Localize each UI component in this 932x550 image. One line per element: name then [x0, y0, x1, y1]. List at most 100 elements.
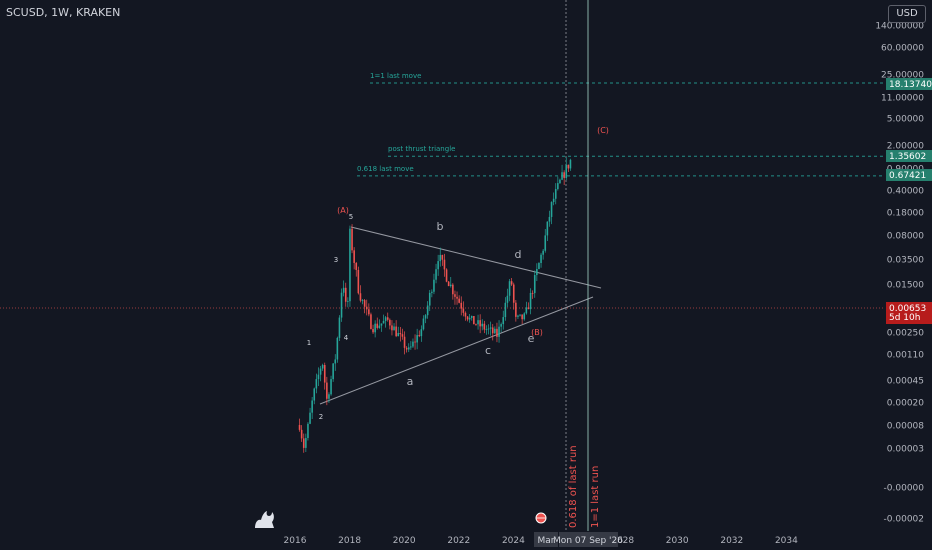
candle-body: [441, 254, 444, 260]
candle-body: [468, 317, 471, 320]
candle-body: [550, 202, 553, 217]
time-axis[interactable]: 2016 2018 2020 2022 2024 2028 2030 2032 2034 MarM…: [284, 512, 799, 547]
candle-body: [527, 307, 530, 310]
price-tick-label: 0.40000: [887, 187, 924, 197]
candle-body: [460, 302, 463, 309]
candle-body: [372, 328, 374, 333]
candle-body: [552, 198, 555, 203]
candle-body: [300, 429, 303, 439]
candle-body: [326, 382, 328, 399]
candle-body: [405, 347, 408, 350]
candle-body: [313, 388, 316, 401]
candle-body: [533, 275, 536, 294]
time-tick-label: 2024: [502, 536, 525, 546]
time-tick-label: 2022: [447, 536, 470, 546]
candle-body: [378, 325, 381, 328]
candle-body: [389, 319, 391, 326]
symbol-title[interactable]: SCUSD, 1W, KRAKEN: [6, 6, 121, 19]
candle-body: [470, 315, 473, 318]
candle-body: [443, 259, 446, 270]
candle-body: [437, 261, 439, 270]
wave-label: 3: [334, 256, 338, 264]
wave-label: e: [528, 332, 535, 345]
candle-body: [319, 368, 322, 375]
candle-body: [494, 328, 496, 334]
candle-body: [536, 268, 538, 276]
candle-body: [424, 315, 427, 319]
candle-body: [321, 365, 324, 369]
candle-body: [334, 359, 337, 364]
candle-body: [416, 335, 418, 343]
globe-icon[interactable]: [535, 512, 547, 524]
price-label-box: [886, 78, 932, 90]
candle-body: [519, 314, 521, 316]
candle-body: [315, 379, 318, 389]
price-tick-label: 60.00000: [881, 44, 924, 54]
candle-body: [449, 284, 452, 287]
candle-body: [391, 325, 393, 331]
candle-body: [561, 172, 563, 180]
candle-body: [410, 346, 412, 348]
candle-body: [376, 323, 379, 328]
wave-labels: 1 2 3 4 5(A) a b c d e(B) (C): [307, 126, 609, 421]
wave-label: 1: [307, 339, 311, 347]
candle-body: [428, 292, 431, 306]
candle-body: [510, 281, 513, 285]
time-tick-label: 2016: [284, 536, 307, 546]
price-label: 0.00653: [889, 304, 926, 314]
candle-body: [393, 326, 395, 331]
candle-body: [380, 323, 383, 326]
candle-body: [548, 216, 551, 222]
candle-body: [365, 306, 368, 310]
candle-body: [355, 262, 358, 270]
candle-body: [384, 317, 387, 321]
candle-body: [305, 438, 307, 448]
price-tick-label: 0.03500: [887, 256, 924, 266]
price-tick-label: -0.00002: [884, 515, 924, 525]
candle-body: [504, 302, 507, 318]
candle-body: [401, 334, 404, 337]
candle-body: [309, 412, 311, 424]
price-label: 1.35602: [889, 152, 926, 162]
level-label: 1=1 last move: [370, 72, 421, 80]
candle-body: [349, 228, 351, 302]
wave-label: (B): [531, 328, 543, 337]
time-line-label: 1=1 last run: [590, 466, 601, 528]
price-axis[interactable]: 140.00000 60.00000 25.00000 11.00000 5.00000…: [875, 22, 932, 525]
candle-body: [546, 221, 549, 236]
candle-body: [454, 294, 456, 297]
time-line-label: 0.618 of last run: [568, 445, 579, 528]
triangle-upper-line[interactable]: [350, 226, 602, 289]
candle-body: [353, 250, 355, 263]
candle-body: [529, 292, 532, 310]
price-tick-label: 0.00045: [887, 377, 924, 387]
price-label: 18.13740: [889, 80, 932, 90]
candle-body: [330, 379, 332, 395]
candle-body: [342, 287, 345, 293]
candle-body: [496, 328, 498, 337]
wave-label: 4: [344, 334, 349, 342]
candle-body: [439, 254, 442, 262]
candle-body: [370, 314, 372, 329]
candle-body: [344, 287, 347, 302]
candle-body: [477, 320, 479, 325]
price-tick-label: 11.00000: [881, 94, 924, 104]
candle-body: [567, 164, 570, 169]
tradingview-logo-icon: [255, 511, 274, 528]
candle-body: [538, 262, 540, 269]
price-tick-label: 0.08000: [887, 232, 924, 242]
candle-body: [307, 423, 309, 439]
candle-body: [521, 314, 523, 320]
time-tick-label: 2020: [393, 536, 416, 546]
candle-body: [422, 318, 425, 330]
candle-body: [554, 189, 557, 199]
price-tick-label: 140.00000: [875, 22, 924, 32]
triangle-lower-line[interactable]: [319, 296, 594, 405]
candle-body: [485, 329, 488, 331]
candle-body: [382, 320, 385, 324]
candle-body: [466, 316, 469, 320]
wave-label: 5: [349, 213, 353, 221]
candle-body: [563, 172, 565, 178]
currency-button[interactable]: USD: [888, 5, 926, 23]
